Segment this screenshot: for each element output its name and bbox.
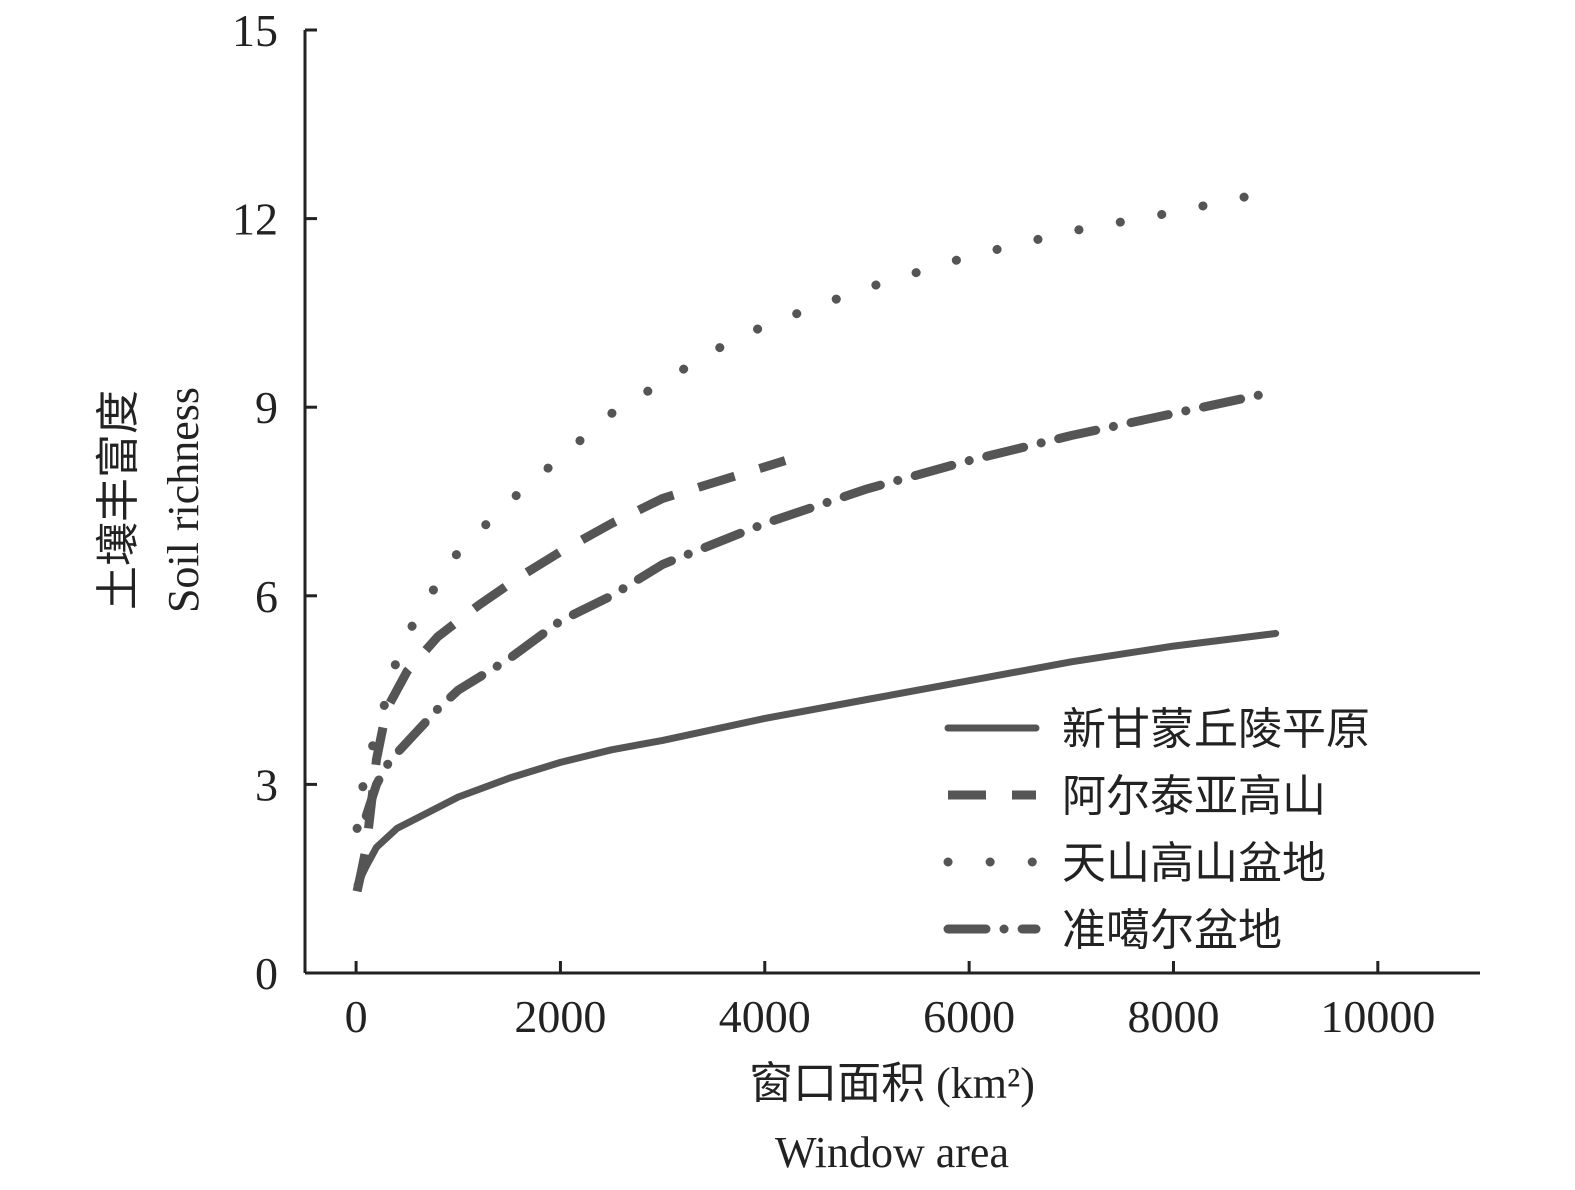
series-line-4 [361,387,1281,821]
y-tick-label: 3 [255,759,278,810]
legend-label-2: 阿尔泰亚高山 [1062,772,1326,821]
y-tick-label: 6 [255,571,278,622]
x-tick-label: 6000 [923,991,1015,1042]
x-tick-label: 10000 [1320,991,1435,1042]
x-axis-title-cn: 窗口面积 (km²) [749,1059,1035,1108]
y-axis-title: 土壤丰富度 Soil richness [94,387,208,613]
series-line-2 [352,456,787,893]
axes [303,30,1480,975]
x-tick-label: 2000 [514,991,606,1042]
x-axis-title-en: Window area [775,1128,1009,1177]
y-tick-label: 12 [232,194,278,245]
y-tick-label: 15 [232,5,278,56]
y-tick-label: 0 [255,948,278,999]
x-axis-title: 窗口面积 (km²) Window area [749,1059,1035,1177]
x-tick-label: 4000 [719,991,811,1042]
legend-label-1: 新甘蒙丘陵平原 [1062,705,1370,754]
series-layer [352,185,1281,893]
series-line-1 [353,630,1280,889]
y-axis-title-cn: 土壤丰富度 [94,390,143,610]
legend-label-4: 准噶尔盆地 [1062,906,1282,955]
x-tick-label: 8000 [1127,991,1219,1042]
y-tick-label: 9 [255,382,278,433]
legend-label-3: 天山高山盆地 [1062,839,1326,888]
x-ticks: 0 2000 4000 6000 8000 10000 [345,961,1435,1042]
x-tick-label: 0 [345,991,368,1042]
y-axis-title-en: Soil richness [159,387,208,613]
y-ticks: 0 3 6 9 12 15 [232,5,317,999]
